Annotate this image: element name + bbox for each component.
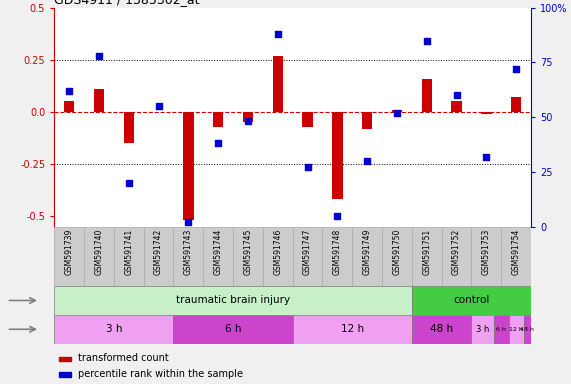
- Bar: [114, 227, 144, 286]
- Text: GSM591746: GSM591746: [274, 228, 282, 275]
- Bar: [233, 227, 263, 286]
- Bar: [174, 227, 203, 286]
- Text: GSM591742: GSM591742: [154, 228, 163, 275]
- Bar: [494, 315, 509, 344]
- Bar: [392, 110, 402, 112]
- Point: [124, 180, 133, 186]
- Text: GSM591754: GSM591754: [512, 228, 521, 275]
- Text: GSM591748: GSM591748: [333, 228, 342, 275]
- Bar: [509, 315, 524, 344]
- Point: [512, 66, 521, 72]
- Bar: [472, 315, 494, 344]
- Point: [303, 164, 312, 170]
- Bar: [292, 315, 412, 344]
- Bar: [272, 56, 283, 112]
- Bar: [302, 112, 313, 126]
- Point: [392, 110, 401, 116]
- Bar: [511, 97, 521, 112]
- Bar: [203, 227, 233, 286]
- Bar: [292, 227, 323, 286]
- Bar: [421, 79, 432, 112]
- Text: GSM591740: GSM591740: [94, 228, 103, 275]
- Bar: [451, 101, 462, 112]
- Text: control: control: [453, 295, 489, 306]
- Bar: [412, 286, 531, 315]
- Bar: [441, 227, 472, 286]
- Text: GDS4911 / 1385302_at: GDS4911 / 1385302_at: [54, 0, 200, 7]
- Bar: [501, 227, 531, 286]
- Bar: [263, 227, 292, 286]
- Bar: [481, 112, 492, 114]
- Bar: [54, 286, 412, 315]
- Bar: [412, 315, 472, 344]
- Text: traumatic brain injury: traumatic brain injury: [176, 295, 290, 306]
- Point: [154, 103, 163, 109]
- Bar: [64, 101, 74, 112]
- Bar: [54, 315, 174, 344]
- Point: [363, 158, 372, 164]
- Bar: [59, 357, 71, 361]
- Point: [184, 219, 193, 225]
- Point: [482, 154, 491, 160]
- Text: GSM591751: GSM591751: [422, 228, 431, 275]
- Bar: [243, 112, 253, 122]
- Point: [94, 53, 103, 59]
- Text: transformed count: transformed count: [78, 353, 169, 363]
- Bar: [94, 89, 104, 112]
- Bar: [84, 227, 114, 286]
- Point: [333, 213, 342, 219]
- Bar: [362, 112, 372, 129]
- Bar: [472, 227, 501, 286]
- Bar: [183, 112, 194, 220]
- Text: GSM591752: GSM591752: [452, 228, 461, 275]
- Text: 48 h: 48 h: [430, 324, 453, 334]
- Text: GSM591739: GSM591739: [65, 228, 74, 275]
- Bar: [123, 112, 134, 143]
- Text: GSM591743: GSM591743: [184, 228, 193, 275]
- Point: [452, 92, 461, 98]
- Bar: [382, 227, 412, 286]
- Text: GSM591750: GSM591750: [392, 228, 401, 275]
- Bar: [54, 227, 84, 286]
- Point: [273, 31, 282, 37]
- Text: percentile rank within the sample: percentile rank within the sample: [78, 369, 243, 379]
- Point: [214, 140, 223, 146]
- Text: 12 h: 12 h: [341, 324, 364, 334]
- Bar: [412, 227, 441, 286]
- Bar: [144, 227, 174, 286]
- Point: [422, 38, 431, 44]
- Bar: [213, 112, 223, 126]
- Text: 12 h: 12 h: [509, 327, 523, 332]
- Text: 3 h: 3 h: [106, 324, 122, 334]
- Bar: [524, 315, 531, 344]
- Text: GSM591753: GSM591753: [482, 228, 491, 275]
- Bar: [323, 227, 352, 286]
- Text: 6 h: 6 h: [496, 327, 506, 332]
- Bar: [59, 372, 71, 377]
- Text: GSM591744: GSM591744: [214, 228, 223, 275]
- Text: GSM591749: GSM591749: [363, 228, 372, 275]
- Text: 48 h: 48 h: [520, 327, 534, 332]
- Bar: [332, 112, 343, 199]
- Point: [65, 88, 74, 94]
- Bar: [352, 227, 382, 286]
- Text: GSM591745: GSM591745: [243, 228, 252, 275]
- Text: 6 h: 6 h: [225, 324, 242, 334]
- Text: 3 h: 3 h: [476, 325, 489, 334]
- Bar: [174, 315, 292, 344]
- Text: GSM591741: GSM591741: [124, 228, 133, 275]
- Text: GSM591747: GSM591747: [303, 228, 312, 275]
- Point: [243, 118, 252, 124]
